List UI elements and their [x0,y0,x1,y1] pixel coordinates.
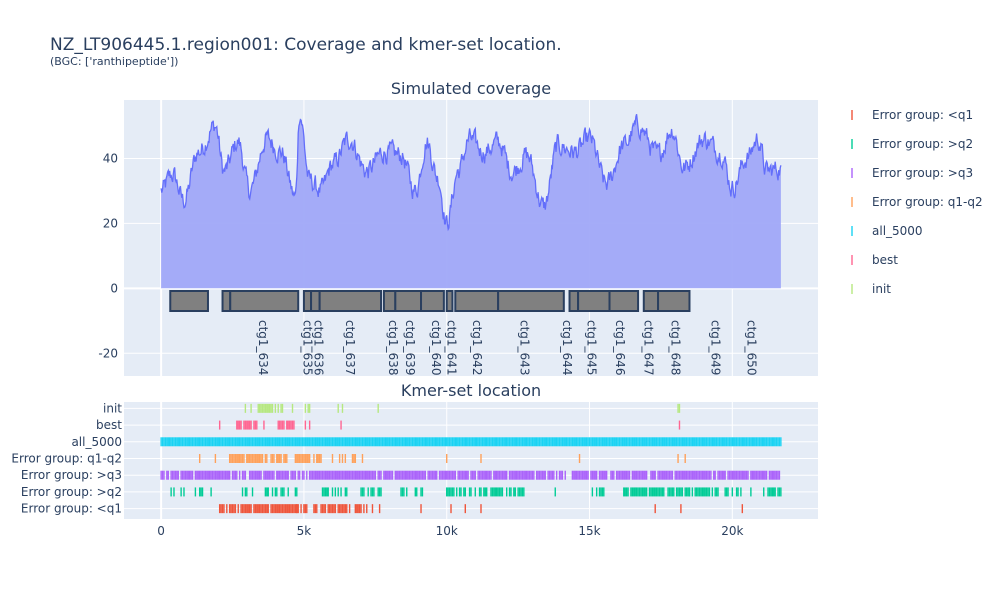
kmer-x-tick-label: 10k [436,524,458,538]
kmer-y-tick-label: Error group: q1-q2 [11,452,122,466]
legend-label: best [872,253,898,267]
legend-item: Error group: >q3 [851,166,973,180]
kmer-x-tick-label: 15k [578,524,600,538]
legend-label: init [872,282,891,296]
coverage-y-tick-label: 0 [110,281,118,295]
contig-box-ctg1_643 [445,290,454,312]
contig-box-ctg1_645 [497,290,565,312]
kmer-series-Error group: >q2 [170,487,782,497]
legend-label: Error group: >q3 [872,166,973,180]
kmer-panel-title: Kmer-set location [401,381,541,400]
coverage-fill [161,114,781,289]
kmer-series [160,403,782,514]
contig-label: ctg1_640 [429,320,443,375]
contig-box-ctg1_639 [318,290,383,312]
contig-box-ctg1_638 [310,290,321,312]
kmer-series-Error group: >q3 [160,470,781,480]
contig-box-ctg1_635 [221,290,232,312]
contig-box-ctg1_647 [577,290,611,312]
legend-item: init [851,282,891,296]
kmer-series-init [244,403,681,413]
contig-box-ctg1_640 [382,290,397,312]
legend-item: best [851,253,898,267]
contig-box-ctg1_641 [394,290,423,312]
kmer-x-tick-label: 5k [297,524,312,538]
contig-label: ctg1_636 [312,320,326,375]
legend: Error group: <q1 Error group: >q2 Error gr… [851,108,983,296]
contig-label: ctg1_638 [386,320,400,375]
contig-label: ctg1_647 [642,320,656,375]
contig-label: ctg1_645 [584,320,598,375]
legend-label: Error group: >q2 [872,137,973,151]
coverage-y-tick-label: 20 [103,216,118,230]
contig-box-ctg1_637 [302,290,313,312]
contig-box-ctg1_650 [657,290,691,312]
contig-label: ctg1_634 [256,320,270,375]
contig-label: ctg1_639 [403,320,417,375]
kmer-series-Error group: <q1 [218,504,744,514]
coverage-y-tick-label: 40 [103,151,118,165]
contig-label: ctg1_648 [669,320,683,375]
coverage-line [160,114,782,232]
contig-label: ctg1_649 [709,320,723,375]
coverage-series [160,114,782,289]
kmer-panel: Error group: <q1 Error group: >q2 Error gr… [11,381,818,538]
contig-box-ctg1_636 [229,290,300,312]
contig-box-ctg1_646 [568,290,580,312]
legend-label: all_5000 [872,224,923,238]
kmer-x-tick-label: 20k [721,524,743,538]
kmer-y-tick-label: Error group: >q2 [21,485,122,499]
kmer-plot-area [124,402,818,519]
legend-item: Error group: <q1 [851,108,973,122]
legend-item: all_5000 [851,224,923,238]
kmer-series-all_5000 [160,437,782,447]
contig-label: ctg1_641 [445,320,459,375]
contig-label: ctg1_646 [613,320,627,375]
coverage-y-ticks: -20 0 20 40 [98,151,118,360]
legend-item: Error group: q1-q2 [851,195,983,209]
kmer-series-Error group: q1-q2 [198,454,686,463]
contig-boxes [169,290,691,312]
kmer-x-tick-label: 0 [157,524,165,538]
contig-box-ctg1_634 [169,290,209,312]
kmer-series-best [218,420,681,430]
contig-box-ctg1_644 [454,290,500,312]
kmer-y-tick-label: init [103,401,122,415]
coverage-panel-title: Simulated coverage [391,79,551,98]
contig-label: ctg1_642 [470,320,484,375]
contig-label: ctg1_643 [517,320,531,375]
contig-label: ctg1_644 [560,320,574,375]
contig-box-ctg1_642 [420,290,445,312]
kmer-y-tick-label: Error group: <q1 [21,502,122,516]
kmer-y-tick-label: all_5000 [71,435,122,449]
figure-title: NZ_LT906445.1.region001: Coverage and km… [50,35,562,55]
kmer-y-tick-label: Error group: >q3 [21,468,122,482]
contig-label: ctg1_637 [343,320,357,375]
contig-box-ctg1_649 [642,290,660,312]
legend-label: Error group: <q1 [872,108,973,122]
coverage-y-tick-label: -20 [98,346,118,360]
legend-label: Error group: q1-q2 [872,195,983,209]
legend-item: Error group: >q2 [851,137,973,151]
figure-subtitle: (BGC: ['ranthipeptide']) [50,55,178,68]
kmer-y-tick-label: best [96,418,122,432]
kmer-x-ticks: 0 5k 10k 15k 20k [157,524,743,538]
kmer-y-ticks: Error group: <q1 Error group: >q2 Error gr… [11,401,122,515]
contig-label: ctg1_635 [300,320,314,375]
contig-box-ctg1_648 [608,290,640,312]
contig-label: ctg1_650 [744,320,758,375]
